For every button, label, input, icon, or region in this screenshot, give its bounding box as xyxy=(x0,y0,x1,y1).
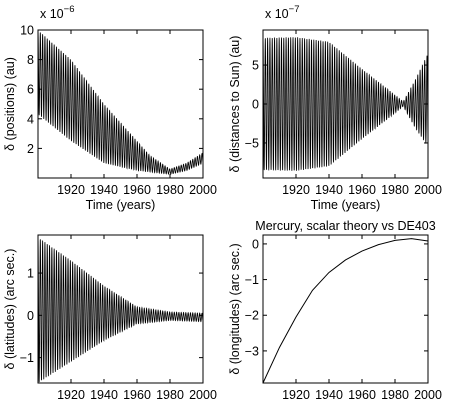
y-tick-label: 2 xyxy=(27,142,34,156)
series-line-latitudes xyxy=(38,237,203,383)
y-tick-label: 0 xyxy=(252,98,259,112)
x-tick-label: 2000 xyxy=(189,388,217,402)
series-line-positions xyxy=(38,30,203,175)
y-tick-label: 5 xyxy=(252,59,259,73)
y-tick-label: 0 xyxy=(252,237,259,251)
y-tick-label: 0 xyxy=(27,309,34,323)
y-tick-label: −3 xyxy=(245,344,259,358)
x-tick-label: 1980 xyxy=(156,183,184,197)
x-tick-label: 1960 xyxy=(123,183,151,197)
x-tick-label: 2000 xyxy=(189,183,217,197)
x-tick-label: 1920 xyxy=(57,183,85,197)
y-axis-label: δ (positions) (au) xyxy=(3,57,17,151)
axes-frame xyxy=(262,234,429,384)
x-tick-label: 1920 xyxy=(57,388,85,402)
chart-title: Mercury, scalar theory vs DE403 xyxy=(255,219,435,233)
x-tick-label: 2000 xyxy=(414,388,442,402)
x-tick-label: 1960 xyxy=(348,388,376,402)
y-multiplier-label: x 10−7 xyxy=(265,4,299,21)
x-tick-label: 1960 xyxy=(123,388,151,402)
x-tick-label: 1940 xyxy=(315,183,343,197)
x-tick-label: 1980 xyxy=(381,388,409,402)
x-tick-label: 2000 xyxy=(414,183,442,197)
x-tick-label: 1940 xyxy=(90,388,118,402)
x-tick-label: 1920 xyxy=(282,183,310,197)
y-tick-label: −1 xyxy=(20,351,34,365)
y-multiplier-exponent: −6 xyxy=(64,4,75,15)
y-tick-label: 8 xyxy=(27,53,34,67)
y-tick-label: −2 xyxy=(245,309,259,323)
panel-latitudes: 1920 1940 1960 1980 2000 −1 0 1 δ (latitudes) (a… xyxy=(3,234,217,402)
x-tick-label: 1980 xyxy=(156,388,184,402)
y-tick-label: 1 xyxy=(27,267,34,281)
x-tick-label: 1940 xyxy=(315,388,343,402)
x-tick-label: 1940 xyxy=(90,183,118,197)
y-multiplier-label: x 10−6 xyxy=(40,4,74,21)
x-axis-label: Time (years) xyxy=(86,198,156,212)
y-tick-label: 6 xyxy=(27,83,34,97)
series-line-longitudes xyxy=(263,238,428,383)
panel-longitudes: 1920 1940 1960 1980 2000 −3 −2 −1 0 Mercury, scal… xyxy=(228,219,442,402)
axes-frame xyxy=(37,234,204,384)
x-axis-label: Time (years) xyxy=(311,198,381,212)
y-axis-label: δ (distances to Sun) (au) xyxy=(228,36,242,173)
y-tick-label: 10 xyxy=(20,24,34,38)
panel-distances: 1920 1940 1960 1980 2000 −5 0 5 x 10−7 Time (year… xyxy=(228,4,442,212)
y-tick-label: −1 xyxy=(245,273,259,287)
y-tick-label: 4 xyxy=(27,112,34,126)
x-tick-label: 1980 xyxy=(381,183,409,197)
x-tick-label: 1960 xyxy=(348,183,376,197)
y-multiplier-exponent: −7 xyxy=(289,4,300,15)
y-axis-label: δ (longitudes) (arc sec.) xyxy=(228,243,242,374)
y-tick-label: −5 xyxy=(245,136,259,150)
panel-positions: 1920 1940 1960 1980 2000 2 4 6 8 10 x 10−6 Time (ye… xyxy=(3,4,217,212)
axes-frame xyxy=(37,29,204,179)
series-line-distances xyxy=(263,37,428,171)
y-axis-label: δ (latitudes) (arc sec.) xyxy=(3,249,17,370)
x-tick-label: 1920 xyxy=(282,388,310,402)
